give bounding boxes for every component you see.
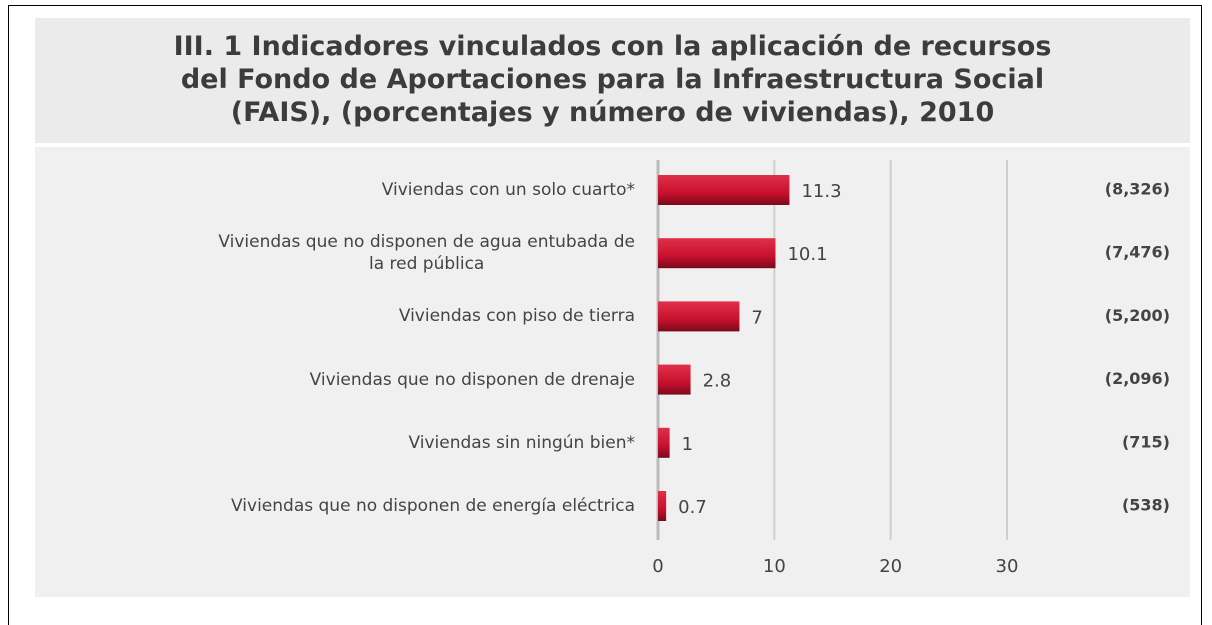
y-tick-label: Viviendas que no disponen de agua entuba… <box>218 232 635 275</box>
y-tick-label: Viviendas que no disponen de drenaje <box>309 369 635 390</box>
bar <box>658 364 691 395</box>
chart-title: III. 1 Indicadores vinculados con la apl… <box>173 31 1052 128</box>
count-label: (7,476) <box>1105 243 1170 262</box>
count-label: (538) <box>1122 496 1170 515</box>
bar <box>658 491 667 521</box>
title-band <box>35 18 1190 143</box>
x-tick-label: 10 <box>763 556 786 577</box>
bar <box>658 301 740 332</box>
bar <box>658 175 790 205</box>
y-tick-label: Viviendas que no disponen de energía elé… <box>231 496 635 516</box>
y-tick-label: Viviendas sin ningún bien* <box>408 432 636 453</box>
frame <box>8 5 1202 625</box>
data-label: 10.1 <box>787 244 827 265</box>
count-label: (8,326) <box>1105 180 1170 199</box>
y-tick-label: Viviendas con piso de tierra <box>398 306 635 327</box>
bar <box>658 238 776 269</box>
count-label: (715) <box>1122 432 1170 451</box>
x-tick-label: 0 <box>652 556 663 577</box>
bar <box>658 427 670 458</box>
x-tick-label: 30 <box>996 556 1019 577</box>
y-tick-label: Viviendas con un solo cuarto* <box>381 180 635 200</box>
chart-band <box>35 147 1190 597</box>
count-label: (5,200) <box>1105 306 1170 325</box>
data-label: 1 <box>682 434 693 455</box>
data-label: 2.8 <box>703 371 732 392</box>
count-label: (2,096) <box>1105 369 1170 388</box>
data-label: 0.7 <box>678 497 707 518</box>
x-tick-label: 20 <box>879 556 902 577</box>
data-label: 7 <box>751 307 762 328</box>
data-label: 11.3 <box>801 181 841 202</box>
